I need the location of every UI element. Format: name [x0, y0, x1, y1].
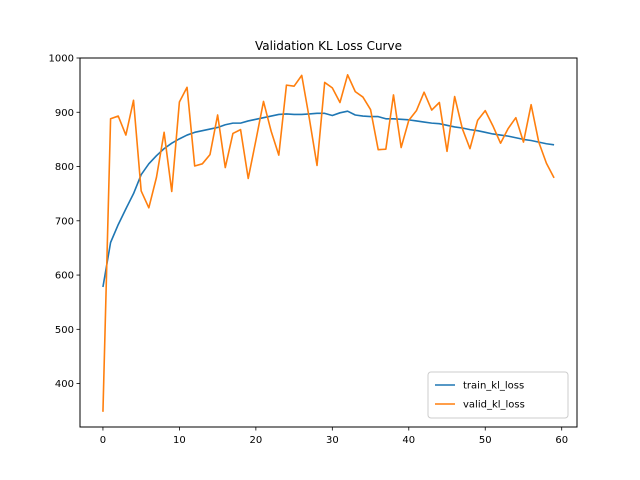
x-tick-label: 10 [173, 435, 186, 446]
x-tick-label: 60 [555, 435, 568, 446]
y-tick-label: 700 [55, 216, 74, 227]
y-tick-label: 900 [55, 108, 74, 119]
x-tick-label: 40 [402, 435, 415, 446]
x-tick-label: 30 [326, 435, 339, 446]
legend-label: valid_kl_loss [463, 400, 525, 411]
x-tick-label: 50 [479, 435, 492, 446]
axis-ticks: 0 10 20 30 40 50 60 400 500 600 700 800 900 1000 [49, 54, 569, 447]
legend-label: train_kl_loss [463, 381, 524, 392]
plot-frame [79, 57, 578, 428]
y-tick-label: 800 [55, 162, 74, 173]
plot-area [80, 58, 577, 427]
chart-title: Validation KL Loss Curve [255, 39, 402, 53]
y-tick-label: 1000 [49, 54, 74, 65]
series-line-valid-kl-loss [102, 74, 555, 412]
y-tick-label: 400 [55, 379, 74, 390]
x-tick-label: 0 [100, 435, 106, 446]
legend: train_kl_loss valid_kl_loss [427, 371, 569, 419]
plot-background [80, 58, 577, 427]
legend-box [427, 371, 569, 419]
x-tick-label: 20 [249, 435, 262, 446]
series-layer [102, 74, 555, 412]
series-line-train-kl-loss [102, 110, 555, 288]
y-tick-label: 600 [55, 271, 74, 282]
y-tick-label: 500 [55, 325, 74, 336]
